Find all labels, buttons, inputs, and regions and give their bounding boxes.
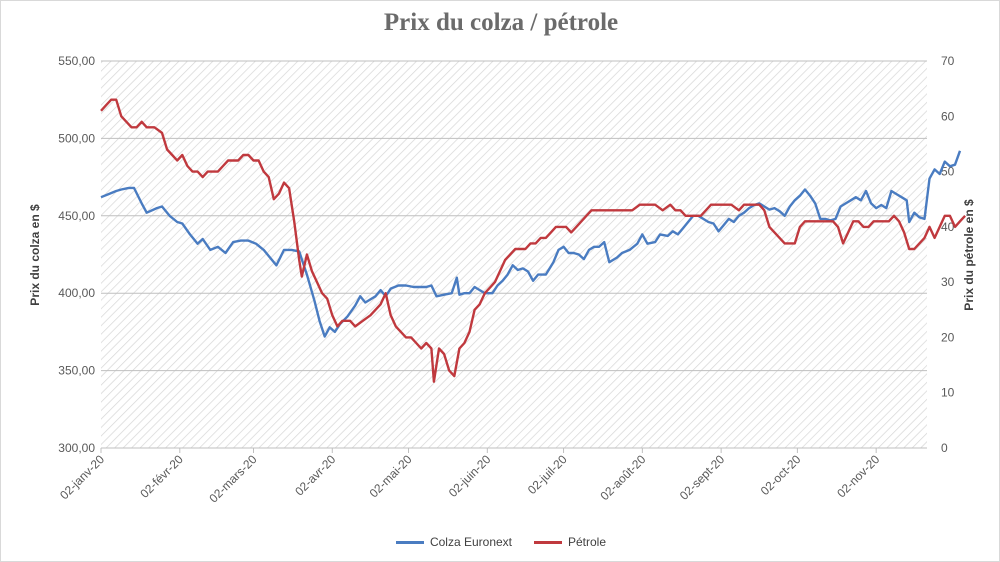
left-tick-label: 300,00 <box>58 441 95 455</box>
x-tick-label: 02-oct-20 <box>758 452 804 498</box>
left-tick-label: 400,00 <box>58 286 95 300</box>
chart-title: Prix du colza / pétrole <box>383 9 619 36</box>
left-tick-label: 500,00 <box>58 131 95 145</box>
legend-swatch-colza <box>395 540 424 544</box>
x-tick-label: 02-sept-20 <box>677 452 728 503</box>
legend-swatch-petrole <box>534 540 562 544</box>
plot-area <box>101 61 927 448</box>
series-lines <box>100 98 966 383</box>
series-line-colza <box>100 150 962 338</box>
legend-item-colza: Colza Euronext <box>395 535 512 549</box>
chart-svg: 300,00 350,00 400,00 450,00 500,00 550,00 0 10… <box>28 54 976 506</box>
left-tick-label: 350,00 <box>58 364 95 378</box>
series-line-petrole <box>100 98 966 383</box>
right-tick-label: 10 <box>941 386 955 400</box>
x-axis-ticks: 02-janv-20 02-févr-20 02-mars-20 02-avr-20 0… <box>57 448 883 506</box>
right-axis-ticks: 0 10 20 30 40 50 60 70 <box>941 54 955 455</box>
x-tick-label: 02-févr-20 <box>137 452 186 501</box>
left-tick-label: 550,00 <box>58 54 95 68</box>
x-tick-label: 02-mai-20 <box>367 452 415 500</box>
legend-item-petrole: Pétrole <box>534 535 606 549</box>
right-tick-label: 30 <box>941 275 955 289</box>
right-tick-label: 40 <box>941 220 955 234</box>
x-tick-label: 02-juin-20 <box>446 452 494 500</box>
x-tick-label: 02-mars-20 <box>206 452 260 506</box>
legend: Colza Euronext Pétrole <box>1 535 1000 549</box>
x-tick-label: 02-juil-20 <box>525 452 570 497</box>
x-tick-label: 02-janv-20 <box>57 452 107 502</box>
x-tick-label: 02-nov-20 <box>834 452 882 500</box>
right-axis-title: Prix du pétrole en $ <box>962 199 976 311</box>
legend-label-petrole: Pétrole <box>568 535 607 549</box>
right-tick-label: 20 <box>941 330 955 344</box>
right-tick-label: 60 <box>941 109 955 123</box>
x-tick-label: 02-avr-20 <box>292 452 338 498</box>
right-tick-label: 50 <box>941 165 955 179</box>
left-tick-label: 450,00 <box>58 209 95 223</box>
right-tick-label: 0 <box>941 441 948 455</box>
x-tick-label: 02-août-20 <box>598 452 649 503</box>
right-tick-label: 70 <box>941 54 955 68</box>
gridlines <box>101 60 927 449</box>
left-axis-ticks: 300,00 350,00 400,00 450,00 500,00 550,00 <box>58 54 95 455</box>
left-axis-title: Prix du colza en $ <box>28 204 42 306</box>
legend-label-colza: Colza Euronext <box>429 535 512 549</box>
